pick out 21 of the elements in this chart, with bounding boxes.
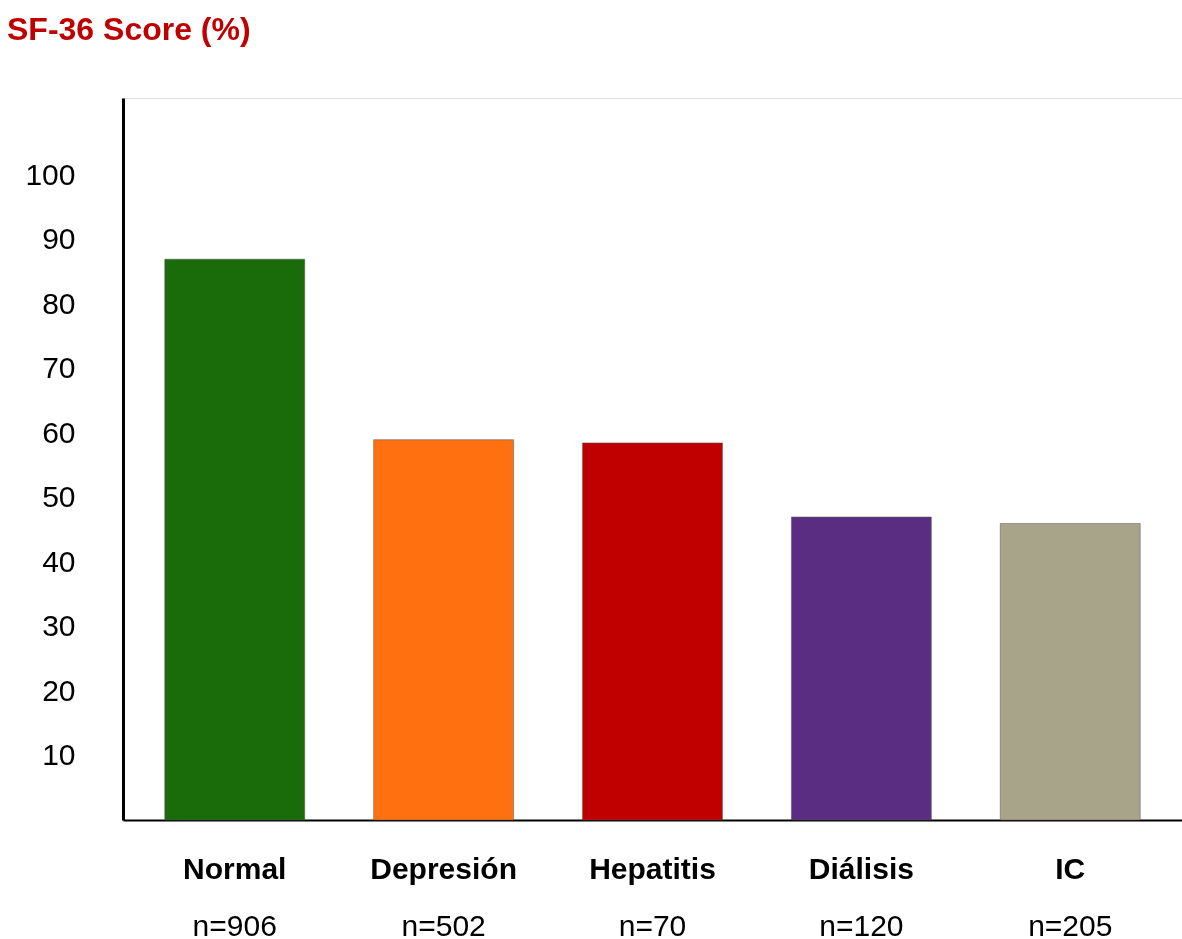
- y-tick-label: 60: [42, 415, 76, 449]
- category-label: Normal n=906: [183, 851, 287, 939]
- bar: [791, 516, 932, 821]
- y-tick-label: 100: [25, 157, 76, 191]
- y-tick-label: 70: [42, 351, 76, 385]
- bar: [373, 439, 514, 821]
- bar: [1000, 523, 1141, 821]
- category-label: Diálisis n=120: [808, 851, 914, 939]
- category-label: IC n=205: [1028, 851, 1113, 939]
- y-tick-label: 50: [42, 480, 76, 514]
- chart-title: SF-36 Score (%): [7, 11, 251, 47]
- bar: [582, 442, 723, 821]
- y-tick-label: 20: [42, 673, 76, 707]
- category-label: Depresión n=502: [370, 851, 517, 939]
- y-tick-label: 30: [42, 609, 76, 643]
- y-tick-label: 40: [42, 544, 76, 578]
- category-label: Hepatitis n=70: [589, 851, 716, 939]
- y-tick-label: 10: [42, 738, 76, 772]
- y-tick-label: 90: [42, 222, 76, 256]
- y-tick-label: 80: [42, 286, 76, 320]
- bar: [164, 258, 305, 821]
